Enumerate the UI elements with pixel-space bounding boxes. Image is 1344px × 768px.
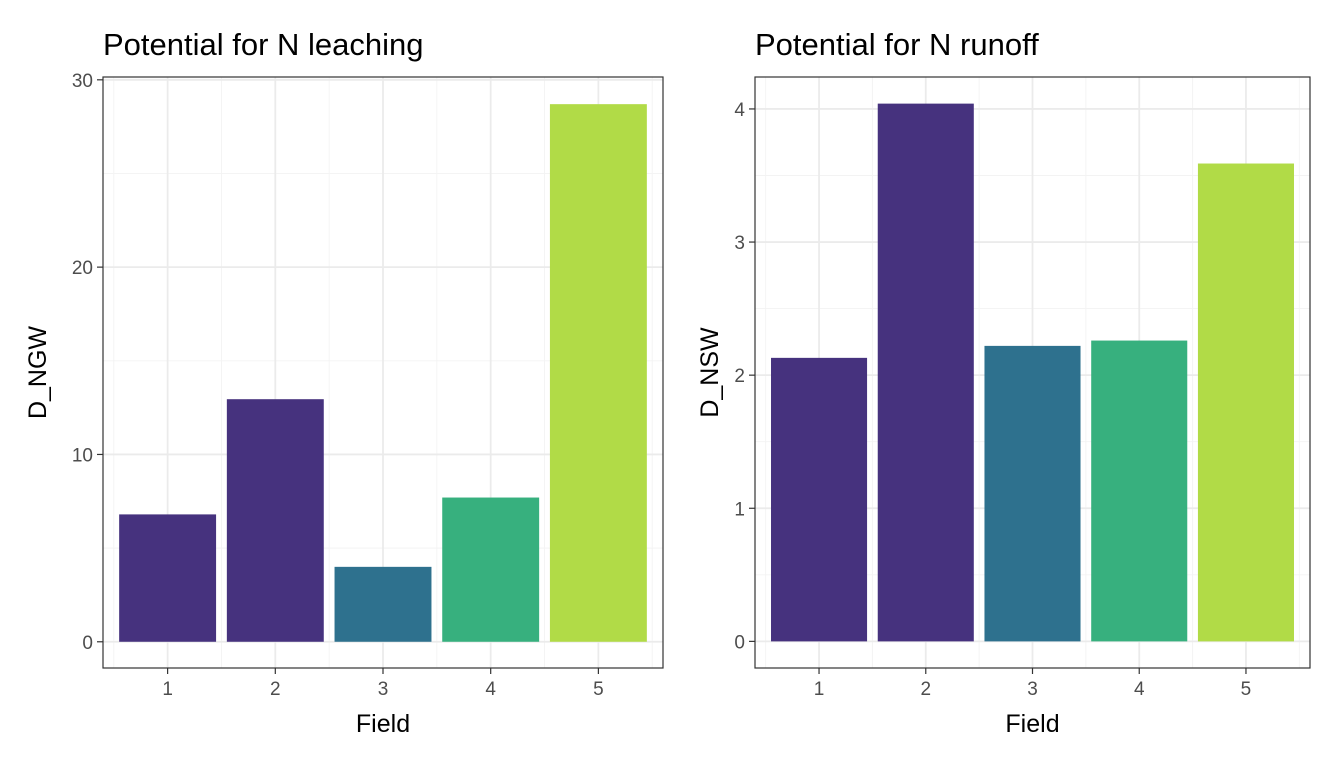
x-tick-label: 1 [814, 679, 825, 700]
y-tick-label: 10 [72, 445, 93, 466]
y-tick-label: 30 [72, 71, 93, 92]
chart-title: Potential for N runoff [755, 27, 1039, 62]
x-tick-label: 5 [1241, 679, 1252, 700]
bar-field-5 [1197, 163, 1294, 642]
y-tick-label: 0 [82, 633, 93, 654]
x-tick-label: 5 [593, 679, 604, 700]
y-tick-label: 20 [72, 258, 93, 279]
x-tick-label: 2 [920, 679, 931, 700]
x-tick-label: 4 [485, 679, 496, 700]
y-tick-label: 0 [734, 632, 745, 653]
bar-field-2 [877, 103, 974, 642]
y-tick-label: 4 [734, 100, 745, 121]
x-axis-title: Field [1005, 710, 1059, 738]
bar-field-1 [119, 514, 217, 642]
x-tick-label: 3 [1027, 679, 1038, 700]
bar-field-4 [1091, 340, 1188, 642]
y-axis-title: D_NSW [696, 327, 724, 418]
y-tick-label: 3 [734, 233, 745, 254]
x-tick-label: 3 [378, 679, 389, 700]
chart-title: Potential for N leaching [103, 27, 424, 62]
bar-field-5 [549, 104, 647, 642]
bar-field-4 [442, 497, 540, 642]
y-tick-label: 1 [734, 499, 745, 520]
chart-panel-n-leaching: 0 10 20 30 1 2 3 4 5 Potential for N leaching Fiel… [24, 27, 664, 738]
bar-field-3 [334, 566, 432, 642]
bar-field-3 [984, 345, 1081, 642]
x-axis-title: Field [356, 710, 410, 738]
bar-field-1 [771, 357, 868, 642]
chart-panel-n-runoff: 0 1 2 3 4 1 2 3 4 5 Potential for N runoff Field D_N… [696, 27, 1311, 738]
x-tick-label: 1 [162, 679, 173, 700]
y-tick-label: 2 [734, 366, 745, 387]
bar-field-2 [226, 399, 324, 642]
x-tick-label: 4 [1134, 679, 1145, 700]
x-tick-label: 2 [270, 679, 281, 700]
y-axis-title: D_NGW [24, 326, 52, 419]
